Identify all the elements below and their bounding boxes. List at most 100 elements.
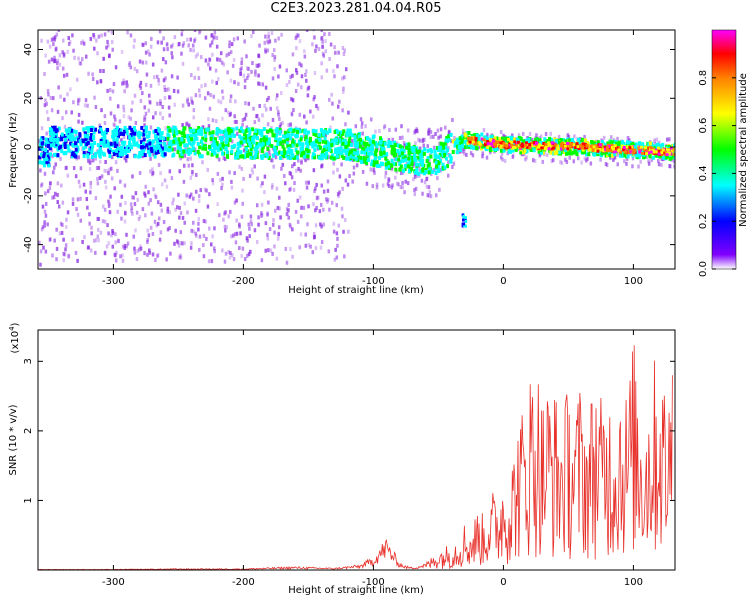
spectrogram-cell [422, 151, 426, 156]
spectrogram-cell [144, 111, 148, 116]
spectrogram-cell [56, 143, 60, 148]
spectrogram-cell [128, 140, 132, 145]
spectrogram-cell [273, 230, 276, 235]
spectrogram-cell [249, 214, 253, 219]
spectrogram-cell [264, 47, 267, 52]
spectrogram-cell [134, 191, 138, 196]
spectrogram-cell [451, 139, 455, 144]
spectrogram-cell [207, 117, 210, 122]
spectrogram-cell [47, 163, 51, 168]
spectrogram-cell [178, 255, 181, 260]
spectrogram-cell [303, 130, 307, 135]
spectrogram-cell [103, 168, 106, 173]
spectrogram-cell [281, 134, 285, 139]
spectrogram-cell [180, 154, 184, 159]
spectrogram-cell [221, 95, 225, 100]
spectrogram-cell [260, 213, 263, 218]
spectrogram-cell [560, 144, 564, 148]
spectrogram-cell [295, 35, 298, 40]
spectrogram-cell [141, 60, 145, 65]
spectrogram-cell [341, 186, 344, 191]
spectrogram-cell [157, 128, 161, 133]
spectrogram-cell [493, 136, 497, 141]
spectrogram-cell [534, 133, 538, 138]
spectrogram-cell [166, 132, 170, 137]
spectrogram-cell [254, 151, 258, 156]
spectrogram-ytick-label: 0 [23, 144, 34, 150]
spectrogram-cell [144, 50, 148, 55]
spectrogram-cell [209, 136, 213, 141]
spectrogram-cell [89, 248, 93, 253]
spectrogram-cell [532, 142, 536, 146]
spectrogram-cell [133, 202, 137, 207]
spectrogram-cell [511, 148, 515, 153]
spectrogram-cell [136, 249, 139, 254]
spectrogram-cell [612, 150, 616, 154]
spectrogram-cell [462, 218, 465, 222]
spectrogram-cell [428, 193, 431, 198]
spectrogram-cell [560, 143, 564, 147]
spectrogram-cell [156, 149, 160, 154]
spectrogram-cell [471, 137, 475, 141]
spectrogram-cell [115, 148, 119, 153]
spectrogram-cell [49, 95, 53, 100]
spectrogram-cell [155, 223, 158, 228]
spectrogram-cell [278, 125, 282, 130]
spectrogram-cell [641, 142, 645, 147]
spectrogram-cell [77, 98, 80, 103]
spectrogram-cell [204, 58, 208, 63]
spectrogram-cell [319, 222, 322, 227]
spectrogram-cell [321, 153, 325, 158]
spectrogram-cell [604, 161, 608, 166]
spectrogram-cell [227, 51, 231, 56]
spectrogram-cell [213, 151, 217, 156]
spectrogram-cell [552, 158, 555, 163]
spectrogram-cell [446, 173, 450, 178]
spectrogram-cell [359, 155, 363, 160]
spectrogram-cell [74, 141, 78, 146]
spectrogram-cell [268, 128, 272, 133]
spectrogram-cell [267, 156, 271, 161]
spectrogram-cell [59, 135, 63, 140]
spectrogram-cell [187, 151, 191, 156]
spectrogram-cell [525, 155, 528, 160]
spectrogram-cell [233, 200, 237, 205]
spectrogram-cell [317, 47, 321, 52]
spectrogram-cell [369, 151, 373, 156]
spectrogram-cell [92, 238, 96, 243]
spectrogram-cell [264, 137, 268, 142]
spectrogram-cell [132, 234, 136, 239]
snr-ytick-label: 1 [23, 497, 34, 503]
spectrogram-cell [616, 146, 620, 150]
spectrogram-cell [166, 147, 170, 152]
spectrogram-cell [413, 130, 416, 135]
spectrogram-cell [112, 122, 116, 127]
spectrogram-cell [588, 148, 592, 152]
spectrogram-cell [580, 137, 584, 142]
spectrogram-cell [295, 150, 299, 155]
spectrogram-cell [382, 153, 386, 158]
spectrogram-cell [279, 215, 282, 220]
spectrogram-cell [572, 143, 576, 147]
spectrogram-cell [202, 233, 206, 238]
spectrogram-cell [52, 96, 55, 101]
spectrogram-cell [177, 243, 181, 248]
spectrogram-cell [358, 137, 362, 142]
spectrogram-cell [394, 175, 397, 180]
spectrogram-cell [527, 137, 531, 142]
spectrogram-cell [137, 217, 141, 222]
spectrogram-cell [441, 165, 445, 170]
spectrogram-cell [181, 61, 185, 66]
spectrogram-cell [256, 63, 260, 68]
spectrogram-cell [268, 39, 272, 44]
spectrogram-cell [258, 131, 262, 136]
spectrogram-cell [245, 125, 249, 130]
spectrogram-cell [148, 250, 152, 255]
spectrogram-cell [49, 137, 53, 142]
spectrogram-cell [265, 152, 269, 157]
spectrogram-cell [62, 151, 66, 156]
spectrogram-cell [314, 223, 318, 228]
spectrogram-cell [147, 190, 150, 195]
spectrogram-cell [341, 108, 344, 113]
spectrogram-cell [43, 209, 47, 214]
